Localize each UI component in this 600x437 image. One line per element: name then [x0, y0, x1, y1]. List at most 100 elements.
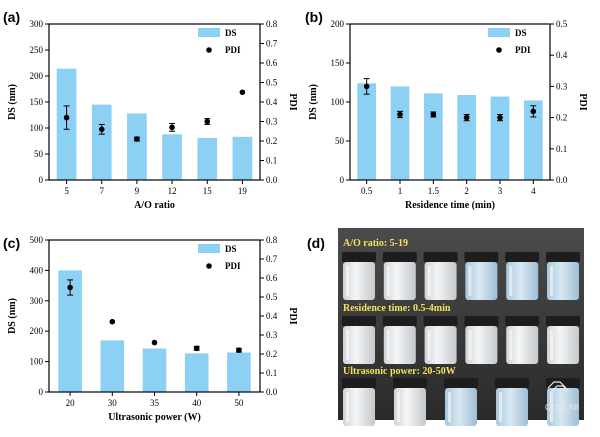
x-tick-label: 1: [398, 186, 403, 196]
x-tick-label: 7: [100, 186, 105, 196]
vial-cap: [546, 316, 580, 326]
vial-cap: [546, 378, 580, 388]
pdi-point-1: [397, 111, 403, 118]
bar-35: [142, 348, 167, 392]
bar-19: [232, 136, 253, 180]
y-tick-label: 400: [30, 265, 44, 275]
y2-tick-label: 0.2: [266, 349, 277, 359]
y2-tick-label: 0.1: [556, 144, 567, 154]
y-tick-label: 0: [340, 175, 345, 185]
y-tick-label: 0: [39, 387, 44, 397]
y-axis-label: DS (nm): [7, 84, 18, 120]
bar-15: [197, 137, 218, 180]
legend-pdi-marker: [206, 47, 212, 53]
vial-highlight: [427, 266, 431, 296]
legend-pdi-label: PDI: [225, 45, 241, 55]
x-tick-label: 40: [192, 398, 202, 408]
y2-tick-label: 0.6: [266, 273, 278, 283]
bar-2: [457, 94, 476, 180]
vial-rows: [342, 252, 580, 426]
y-tick-label: 150: [331, 58, 345, 68]
vial-cap: [393, 378, 427, 388]
bar-1: [390, 86, 410, 180]
x-tick-label: 9: [135, 186, 140, 196]
y-axis-label: DS (nm): [7, 298, 18, 334]
cce-logo-icon: [547, 381, 570, 393]
y-tick-label: 0: [39, 175, 44, 185]
y2-tick-label: 0.5: [556, 19, 568, 29]
y-tick-label: 200: [30, 71, 44, 81]
x-tick-label: 4: [531, 186, 536, 196]
x-tick-label: 30: [108, 398, 118, 408]
vial: [506, 326, 539, 364]
bar-40: [184, 353, 209, 392]
chart-a: (a) 0 50 100 150 200 250 300 0.0 0.1 0.2 0.3 0.4 0.5 0…: [3, 9, 298, 211]
x-tick-label: 20: [66, 398, 76, 408]
vial-highlight: [397, 392, 400, 422]
y-axis-label: DS (nm): [308, 84, 319, 120]
y2-tick-label: 0.5: [266, 292, 278, 302]
vial-cap: [382, 316, 417, 326]
y2-tick-label: 0.4: [556, 50, 568, 60]
x-tick-label: 5: [64, 186, 69, 196]
vial-highlight: [468, 266, 472, 296]
y2-tick-label: 0.7: [266, 254, 278, 264]
legend-ds-label: DS: [225, 28, 237, 38]
y2-axis-label: PDI: [287, 307, 298, 324]
pdi-point-35: [151, 339, 158, 346]
pdi-point-20: [67, 284, 73, 291]
photo-panel: (d) A/O ratio: 5-19 Residence time: 0.5-…: [307, 228, 584, 426]
vial-cap: [423, 252, 458, 262]
pdi-point-50: [236, 347, 242, 354]
pdi-point-5: [63, 114, 70, 121]
y2-tick-label: 0.8: [266, 19, 278, 29]
photo-caption-3: Ultrasonic power: 20-50W: [343, 366, 456, 377]
bar-0.5: [357, 83, 376, 180]
vial-highlight: [550, 330, 553, 360]
panel-label: (a): [3, 9, 20, 25]
legend-pdi-label: PDI: [515, 45, 531, 55]
vial-cap: [342, 252, 376, 262]
x-tick-label: 19: [238, 186, 248, 196]
bar-50: [227, 352, 251, 392]
y-tick-label: 100: [30, 123, 44, 133]
y2-tick-label: 0.4: [266, 311, 278, 321]
panel-label-d: (d): [307, 235, 325, 251]
x-axis-label: Ultrasonic power (W): [108, 412, 201, 423]
vial-cap: [546, 252, 580, 262]
legend-pdi-marker: [206, 263, 212, 269]
y2-tick-label: 0.3: [266, 117, 278, 127]
y-tick-label: 50: [335, 136, 345, 146]
x-tick-label: 0.5: [361, 186, 373, 196]
y2-tick-label: 0.0: [266, 175, 278, 185]
vial-highlight: [346, 266, 349, 296]
vial-cap: [495, 378, 529, 388]
pdi-point-3: [497, 114, 503, 121]
x-tick-label: 3: [498, 186, 503, 196]
vial-highlight: [386, 266, 390, 296]
vial-highlight: [448, 392, 451, 422]
vial-cap: [444, 378, 478, 388]
legend-pdi-label: PDI: [225, 261, 241, 271]
vial-cap: [382, 252, 417, 262]
y2-tick-label: 0.2: [556, 113, 567, 123]
vial: [343, 262, 375, 300]
vial-highlight: [509, 266, 513, 296]
y2-tick-label: 0.4: [266, 97, 278, 107]
y2-tick-label: 0.2: [266, 136, 277, 146]
y-tick-label: 250: [30, 45, 44, 55]
y2-axis-label: PDI: [577, 93, 588, 110]
legend-ds-label: DS: [225, 244, 237, 254]
vial-cap: [464, 316, 499, 326]
y2-tick-label: 0.8: [266, 235, 278, 245]
bar-12: [162, 134, 182, 180]
vial: [383, 262, 416, 300]
vial: [547, 262, 579, 300]
pdi-point-9: [134, 136, 140, 142]
vial-highlight: [346, 392, 349, 422]
chart-b: (b) 0 50 100 150 200 0.0 0.1 0.2 0.3 0.4 0.5 0.5 1 1.5…: [305, 9, 588, 211]
vial-cap: [342, 316, 376, 326]
vial-cap: [464, 252, 499, 262]
legend-ds-swatch: [198, 244, 220, 253]
y-tick-label: 300: [30, 19, 44, 29]
